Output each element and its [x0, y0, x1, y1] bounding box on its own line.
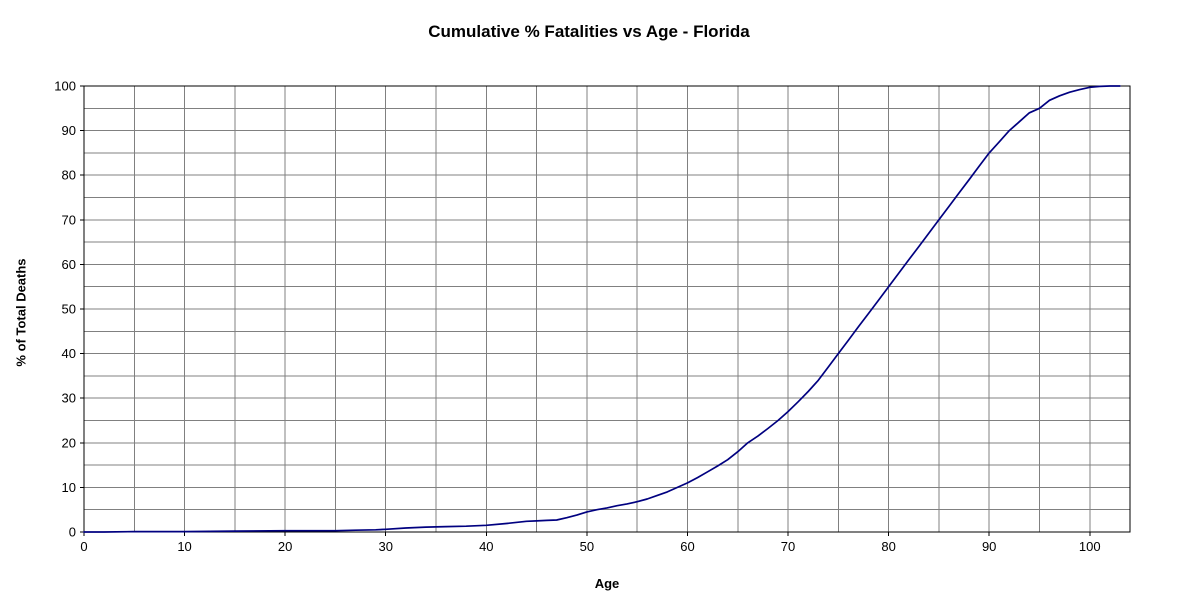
x-tick-label: 20 [278, 539, 292, 554]
x-tick-label: 80 [881, 539, 895, 554]
x-tick-label: 70 [781, 539, 795, 554]
y-tick-label: 80 [62, 168, 76, 183]
x-tick-label: 100 [1079, 539, 1101, 554]
y-tick-label: 40 [62, 346, 76, 361]
y-tick-label: 20 [62, 435, 76, 450]
y-tick-label: 60 [62, 257, 76, 272]
data-line-cumulative-fatalities [83, 85, 1121, 533]
x-tick-label: 40 [479, 539, 493, 554]
y-tick-label: 50 [62, 302, 76, 317]
y-tick-label: 0 [69, 525, 76, 540]
x-tick-label: 90 [982, 539, 996, 554]
x-tick-label: 10 [177, 539, 191, 554]
x-axis-label: Age [594, 576, 620, 591]
y-tick-label: 70 [62, 212, 76, 227]
y-axis-label: % of Total Deaths [13, 258, 29, 367]
chart-title: Cumulative % Fatalities vs Age - Florida [428, 22, 750, 41]
y-tick-label: 10 [62, 480, 76, 495]
x-tick-label: 50 [580, 539, 594, 554]
y-tick-label: 30 [62, 391, 76, 406]
y-tick-label: 90 [62, 123, 76, 138]
x-tick-label: 30 [378, 539, 392, 554]
x-tick-label: 0 [80, 539, 87, 554]
y-tick-label: 100 [54, 79, 76, 94]
x-tick-label: 60 [680, 539, 694, 554]
